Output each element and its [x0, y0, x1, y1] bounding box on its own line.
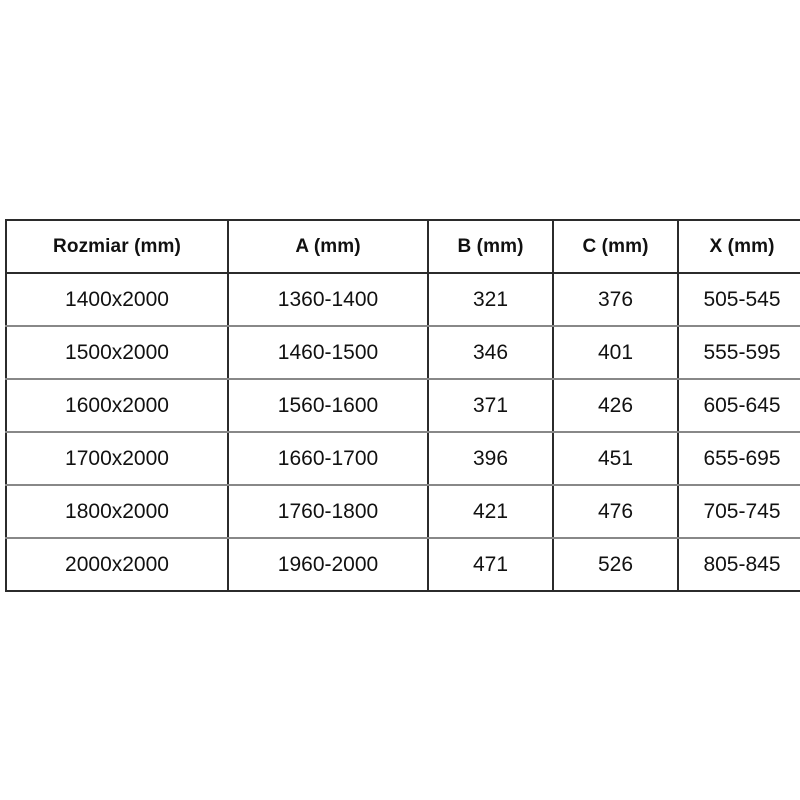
table-header: Rozmiar (mm) A (mm) B (mm) C (mm) X (mm) [5, 219, 800, 274]
table-body: 1400x2000 1360-1400 321 376 505-545 1500… [5, 272, 800, 592]
cell-x: 605-645 [677, 378, 800, 433]
cell-a: 1760-1800 [227, 484, 429, 539]
cell-x: 555-595 [677, 325, 800, 380]
cell-rozmiar: 1600x2000 [5, 378, 229, 433]
cell-b: 471 [427, 537, 554, 592]
cell-x: 805-845 [677, 537, 800, 592]
cell-a: 1660-1700 [227, 431, 429, 486]
cell-a: 1960-2000 [227, 537, 429, 592]
table-row: 1500x2000 1460-1500 346 401 555-595 [5, 325, 800, 380]
cell-rozmiar: 1400x2000 [5, 272, 229, 327]
cell-rozmiar: 1500x2000 [5, 325, 229, 380]
cell-c: 451 [552, 431, 679, 486]
column-header-b: B (mm) [427, 219, 554, 274]
cell-rozmiar: 1700x2000 [5, 431, 229, 486]
cell-c: 526 [552, 537, 679, 592]
cell-rozmiar: 1800x2000 [5, 484, 229, 539]
table-row: 2000x2000 1960-2000 471 526 805-845 [5, 537, 800, 592]
cell-b: 346 [427, 325, 554, 380]
table-row: 1600x2000 1560-1600 371 426 605-645 [5, 378, 800, 433]
cell-c: 401 [552, 325, 679, 380]
cell-c: 426 [552, 378, 679, 433]
table-header-row: Rozmiar (mm) A (mm) B (mm) C (mm) X (mm) [5, 219, 800, 274]
dimensions-table: Rozmiar (mm) A (mm) B (mm) C (mm) X (mm)… [5, 219, 800, 592]
column-header-c: C (mm) [552, 219, 679, 274]
specification-table-container: Rozmiar (mm) A (mm) B (mm) C (mm) X (mm)… [5, 219, 800, 592]
table-row: 1800x2000 1760-1800 421 476 705-745 [5, 484, 800, 539]
cell-x: 705-745 [677, 484, 800, 539]
cell-x: 505-545 [677, 272, 800, 327]
column-header-x: X (mm) [677, 219, 800, 274]
cell-x: 655-695 [677, 431, 800, 486]
cell-b: 421 [427, 484, 554, 539]
cell-b: 396 [427, 431, 554, 486]
cell-c: 476 [552, 484, 679, 539]
table-row: 1700x2000 1660-1700 396 451 655-695 [5, 431, 800, 486]
column-header-rozmiar: Rozmiar (mm) [5, 219, 229, 274]
cell-a: 1460-1500 [227, 325, 429, 380]
cell-rozmiar: 2000x2000 [5, 537, 229, 592]
cell-a: 1360-1400 [227, 272, 429, 327]
cell-c: 376 [552, 272, 679, 327]
column-header-a: A (mm) [227, 219, 429, 274]
cell-a: 1560-1600 [227, 378, 429, 433]
table-row: 1400x2000 1360-1400 321 376 505-545 [5, 272, 800, 327]
cell-b: 371 [427, 378, 554, 433]
cell-b: 321 [427, 272, 554, 327]
